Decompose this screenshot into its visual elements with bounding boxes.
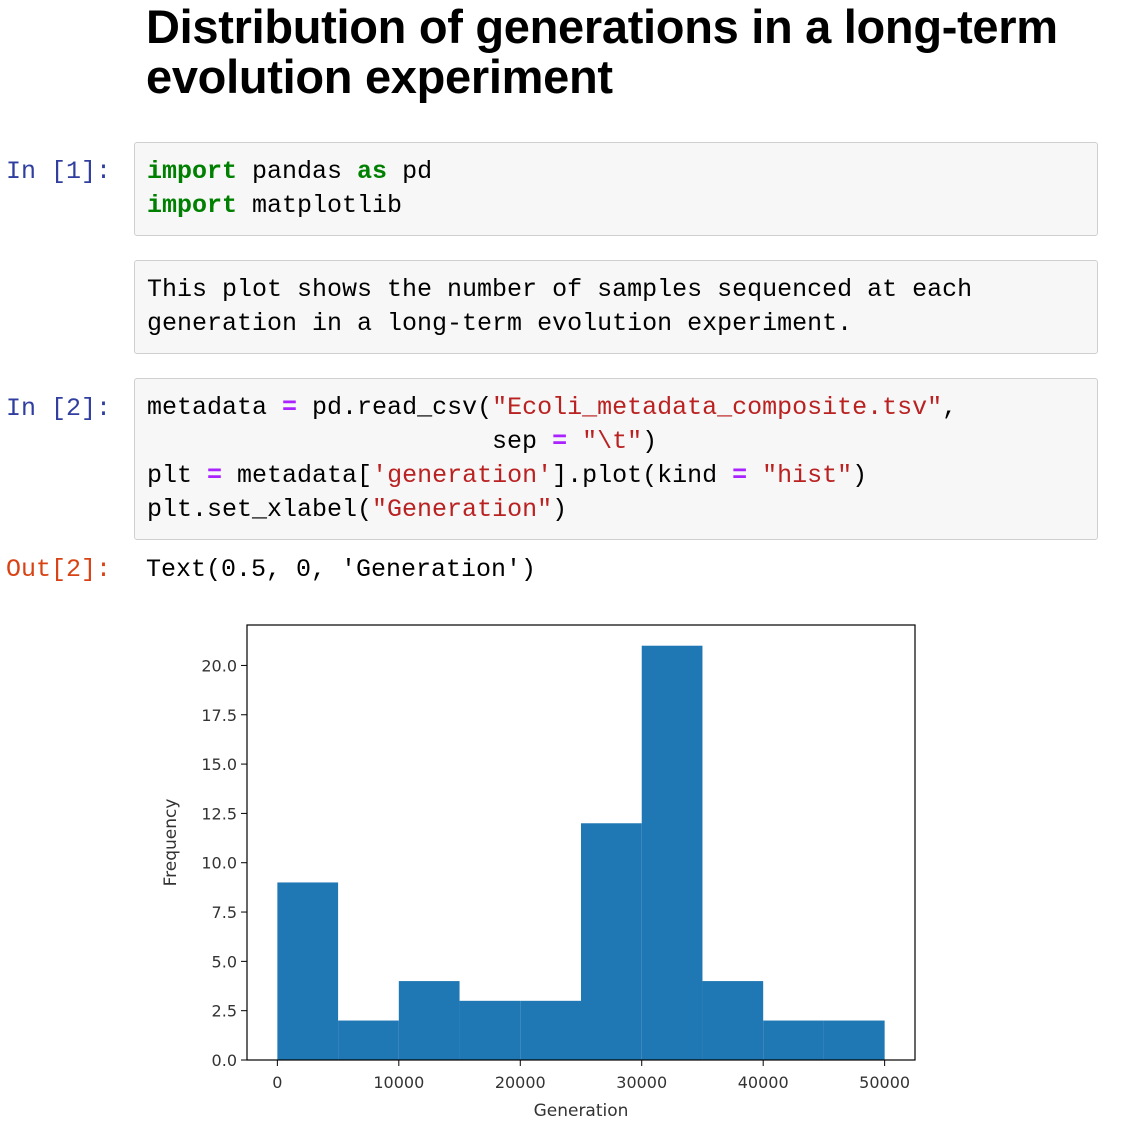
code-token: ) — [852, 461, 868, 490]
y-tick-label: 10.0 — [201, 854, 237, 873]
code-token: = — [282, 393, 298, 422]
x-tick-label: 30000 — [616, 1073, 667, 1092]
code-token — [567, 427, 582, 456]
code-token: metadata — [147, 393, 283, 422]
code-token: "Generation" — [372, 495, 553, 524]
code-token: plt.set_xlabel( — [147, 495, 373, 524]
code-cell-2[interactable]: metadata = pd.read_csv("Ecoli_metadata_c… — [134, 378, 1098, 540]
histogram-bar — [823, 1020, 885, 1060]
markdown-cell[interactable]: This plot shows the number of samples se… — [134, 260, 1098, 354]
cell2-line-2: sep = "\t") — [147, 425, 1085, 459]
code-token: 'generation' — [372, 461, 553, 490]
code-token: pd — [387, 157, 433, 186]
histogram-bar — [459, 1000, 521, 1060]
cell2-line-4: plt.set_xlabel("Generation") — [147, 493, 1085, 527]
x-axis-label: Generation — [534, 1101, 629, 1121]
histogram-bar — [641, 645, 703, 1060]
code-token: "hist" — [762, 461, 853, 490]
code-token: = — [207, 461, 223, 490]
code-token: ].plot(kind — [552, 461, 733, 490]
code-cell-2-source: metadata = pd.read_csv("Ecoli_metadata_c… — [147, 391, 1085, 527]
histogram-bar — [581, 823, 642, 1060]
y-axis-label: Frequency — [161, 799, 181, 887]
code-token — [747, 461, 762, 490]
code-token: pandas — [237, 157, 358, 186]
x-tick-label: 0 — [272, 1073, 282, 1092]
y-tick-label: 17.5 — [201, 706, 237, 725]
histogram-bar — [520, 1000, 581, 1060]
code-token: plt — [147, 461, 208, 490]
code-token: , — [942, 393, 958, 422]
x-tick-label: 20000 — [495, 1073, 546, 1092]
code-token: pd.read_csv( — [297, 393, 493, 422]
output-prompt: Out[2]: — [6, 555, 112, 584]
code-cell-1-source: import pandas as pd import matplotlib — [147, 155, 1085, 223]
code-token: as — [357, 157, 388, 186]
x-tick-label: 10000 — [373, 1073, 424, 1092]
code-token: metadata[ — [222, 461, 373, 490]
histogram-bar — [398, 981, 460, 1060]
code-token: = — [552, 427, 568, 456]
y-tick-label: 12.5 — [201, 804, 237, 823]
histogram-chart: 0.0 2.5 5.0 7.5 10.0 12.5 15.0 17.5 20.0 0 10000 20… — [161, 624, 916, 1121]
markdown-line-2: generation in a long-term evolution expe… — [147, 309, 853, 338]
code-token: = — [732, 461, 748, 490]
x-tick-label: 50000 — [859, 1073, 910, 1092]
cell1-line-1: import pandas as pd — [147, 155, 1085, 189]
cell2-prompt: In [2]: — [6, 394, 112, 423]
notebook-title: Distribution of generations in a long-te… — [146, 0, 1058, 103]
histogram-bar — [702, 981, 764, 1060]
cell1-prompt: In [1]: — [6, 157, 112, 186]
code-token: import — [147, 191, 238, 220]
cell2-line-3: plt = metadata['generation'].plot(kind =… — [147, 459, 1085, 493]
cell1-line-2: import matplotlib — [147, 189, 1085, 223]
markdown-line-1: This plot shows the number of samples se… — [147, 275, 973, 304]
y-tick-label: 15.0 — [201, 755, 237, 774]
x-tick-label: 40000 — [738, 1073, 789, 1092]
histogram-bar — [277, 882, 339, 1060]
code-token: ) — [552, 495, 568, 524]
plot-frame — [246, 624, 916, 1061]
y-tick-label: 20.0 — [201, 656, 237, 675]
y-tick-label: 7.5 — [212, 903, 237, 922]
code-token: ) — [642, 427, 658, 456]
y-tick-label: 2.5 — [212, 1002, 237, 1021]
code-token: "Ecoli_metadata_composite.tsv" — [492, 393, 943, 422]
y-tick-label: 0.0 — [212, 1051, 237, 1070]
code-token: matplotlib — [237, 191, 403, 220]
code-token: sep — [147, 427, 553, 456]
histogram-bar — [763, 1020, 824, 1060]
code-token: "\t" — [582, 427, 643, 456]
cell2-line-1: metadata = pd.read_csv("Ecoli_metadata_c… — [147, 391, 1085, 425]
code-cell-1[interactable]: import pandas as pd import matplotlib — [134, 142, 1098, 236]
code-token: import — [147, 157, 238, 186]
y-tick-label: 5.0 — [212, 952, 237, 971]
output-text: Text(0.5, 0, 'Generation') — [146, 555, 537, 584]
histogram-bar — [338, 1020, 399, 1060]
